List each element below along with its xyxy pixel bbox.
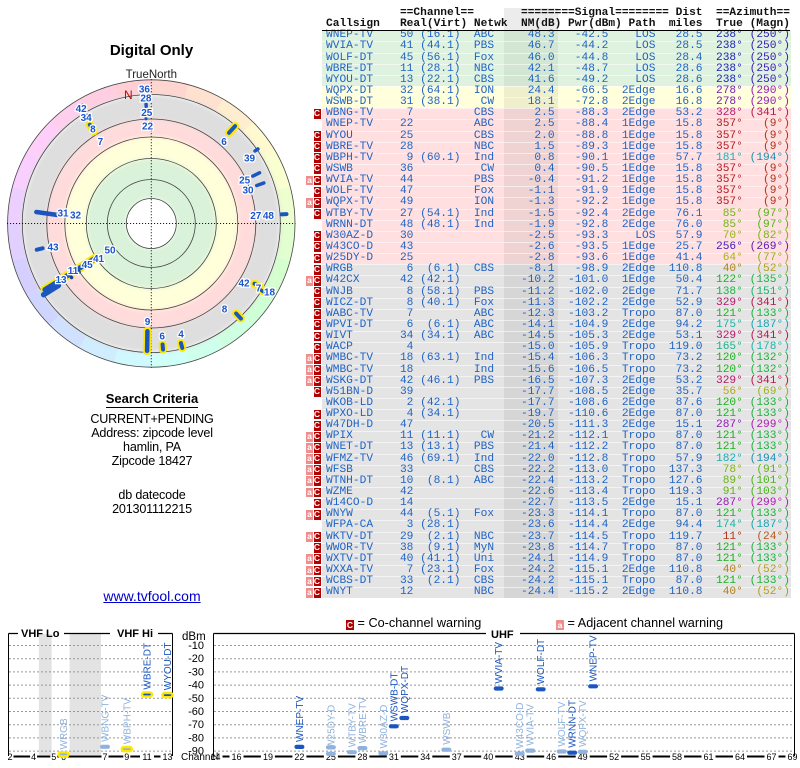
svg-text:5: 5	[51, 752, 56, 762]
svg-text:28: 28	[357, 752, 367, 762]
svg-text:-20: -20	[188, 653, 204, 665]
svg-text:19: 19	[263, 752, 273, 762]
svg-text:-60: -60	[188, 706, 204, 718]
svg-text:34: 34	[420, 752, 430, 762]
svg-text:WNEP-TV: WNEP-TV	[589, 635, 600, 681]
svg-text:WNEP-TV: WNEP-TV	[295, 696, 306, 742]
svg-text:18: 18	[264, 288, 276, 299]
svg-text:TrueNorth: TrueNorth	[126, 69, 177, 81]
svg-text:37: 37	[452, 752, 462, 762]
svg-text:11: 11	[142, 752, 151, 762]
svg-text:WVIA-TV: WVIA-TV	[494, 642, 505, 684]
svg-text:67: 67	[766, 752, 776, 762]
svg-text:WBRE-TV: WBRE-TV	[358, 697, 369, 743]
svg-text:46: 46	[546, 752, 556, 762]
svg-text:WBRE-DT: WBRE-DT	[143, 643, 154, 690]
svg-text:7: 7	[98, 137, 104, 148]
svg-text:VHF Hi: VHF Hi	[117, 628, 153, 640]
svg-text:27: 27	[250, 211, 262, 222]
svg-text:-90: -90	[188, 746, 204, 758]
svg-text:11: 11	[68, 266, 79, 277]
svg-text:64: 64	[735, 752, 745, 762]
svg-text:4: 4	[178, 330, 184, 341]
svg-text:42: 42	[76, 104, 88, 115]
svg-text:25: 25	[141, 108, 153, 119]
svg-text:-80: -80	[188, 732, 204, 744]
svg-text:49: 49	[578, 752, 588, 762]
svg-text:30: 30	[242, 186, 254, 197]
svg-text:7: 7	[256, 284, 262, 295]
svg-text:36: 36	[139, 84, 151, 95]
svg-text:7: 7	[102, 752, 107, 762]
svg-text:13: 13	[162, 752, 172, 762]
svg-text:WBPH-TV: WBPH-TV	[122, 698, 133, 744]
svg-text:42: 42	[238, 279, 250, 290]
svg-text:34: 34	[81, 113, 93, 124]
svg-text:WOLF-TV: WOLF-TV	[557, 701, 568, 746]
svg-text:61: 61	[704, 752, 714, 762]
svg-text:41: 41	[93, 254, 105, 265]
svg-text:69: 69	[787, 752, 797, 762]
svg-text:32: 32	[70, 211, 82, 222]
svg-text:WRNN-DT: WRNN-DT	[568, 700, 579, 748]
svg-text:25: 25	[239, 176, 251, 187]
svg-text:WQPX-TV: WQPX-TV	[578, 700, 589, 747]
svg-text:Channel: Channel	[181, 752, 218, 763]
svg-text:55: 55	[641, 752, 651, 762]
svg-text:6: 6	[221, 137, 227, 148]
svg-text:6: 6	[159, 332, 165, 343]
svg-text:13: 13	[55, 275, 67, 286]
svg-text:-50: -50	[188, 693, 204, 705]
svg-text:8: 8	[90, 125, 96, 136]
svg-text:14: 14	[210, 752, 220, 762]
svg-text:-30: -30	[188, 666, 204, 678]
svg-text:VHF Lo: VHF Lo	[21, 628, 60, 640]
svg-text:WYOU-DT: WYOU-DT	[163, 642, 174, 690]
svg-text:48: 48	[263, 211, 275, 222]
svg-text:43: 43	[47, 243, 59, 254]
svg-text:WSWB-DT: WSWB-DT	[389, 673, 400, 722]
svg-text:WVIA-TV: WVIA-TV	[526, 704, 537, 746]
svg-text:-70: -70	[188, 719, 204, 731]
svg-text:52: 52	[609, 752, 619, 762]
svg-text:9: 9	[145, 317, 151, 328]
svg-text:8: 8	[222, 305, 228, 316]
svg-text:58: 58	[672, 752, 682, 762]
svg-text:WQPX-DT: WQPX-DT	[400, 666, 411, 713]
svg-text:25: 25	[326, 752, 336, 762]
svg-text:50: 50	[104, 246, 116, 257]
svg-text:W25DY-D: W25DY-D	[326, 705, 337, 749]
svg-text:WBNG-TV: WBNG-TV	[101, 694, 112, 742]
svg-text:9: 9	[124, 752, 129, 762]
svg-text:22: 22	[142, 121, 154, 132]
svg-text:40: 40	[483, 752, 493, 762]
svg-text:22: 22	[294, 752, 304, 762]
svg-text:31: 31	[389, 752, 399, 762]
svg-text:39: 39	[244, 154, 256, 165]
svg-text:WRGB: WRGB	[59, 718, 70, 749]
svg-text:WTBY-TV: WTBY-TV	[347, 703, 358, 747]
svg-text:WSWB: WSWB	[442, 712, 453, 745]
svg-text:4: 4	[31, 752, 36, 762]
svg-text:W30AZ-D: W30AZ-D	[379, 705, 390, 749]
svg-text:43: 43	[515, 752, 525, 762]
svg-text:N: N	[124, 88, 133, 102]
svg-text:W43CO-D: W43CO-D	[515, 703, 526, 749]
svg-text:45: 45	[82, 260, 94, 271]
svg-text:-10: -10	[188, 640, 204, 652]
svg-text:-40: -40	[188, 680, 204, 692]
svg-text:28: 28	[140, 93, 152, 104]
svg-text:UHF: UHF	[491, 629, 514, 641]
svg-text:31: 31	[57, 209, 69, 220]
svg-text:WOLF-DT: WOLF-DT	[536, 639, 547, 685]
svg-text:16: 16	[231, 752, 241, 762]
svg-text:dBm: dBm	[182, 631, 206, 643]
svg-text:2: 2	[7, 752, 12, 762]
